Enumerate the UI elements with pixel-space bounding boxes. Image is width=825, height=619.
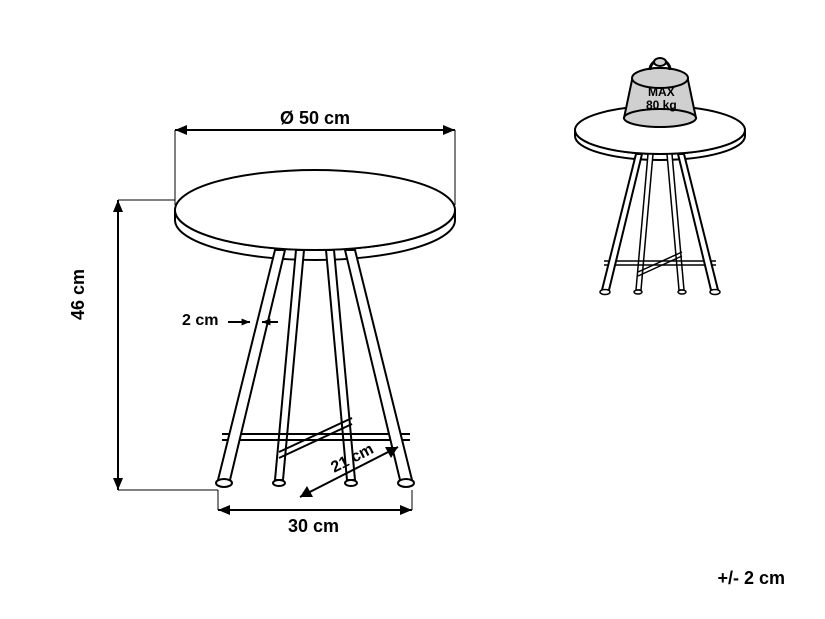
diameter-label: Ø 50 cm bbox=[280, 108, 350, 129]
base-width-arrow bbox=[218, 490, 412, 515]
max-load-label: MAX 80 kg bbox=[646, 86, 677, 112]
diagram-svg bbox=[0, 0, 825, 619]
height-label: 46 cm bbox=[68, 269, 89, 320]
leg-thickness-arrow bbox=[228, 319, 278, 326]
small-table-drawing bbox=[575, 106, 745, 295]
base-width-label: 30 cm bbox=[288, 516, 339, 537]
tolerance-label: +/- 2 cm bbox=[717, 568, 785, 589]
leg-thickness-label: 2 cm bbox=[182, 312, 218, 330]
